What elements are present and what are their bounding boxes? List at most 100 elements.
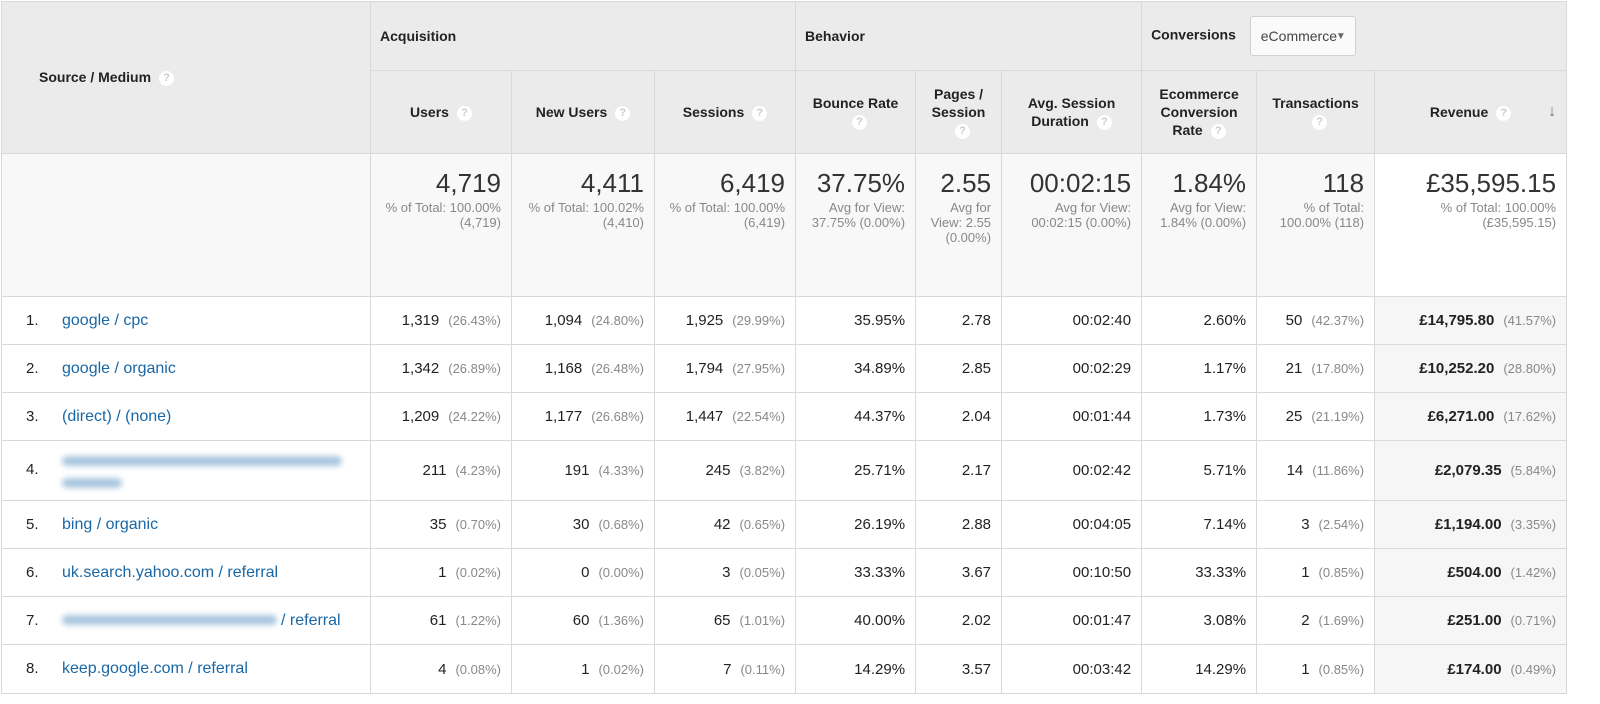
revenue-cell: £174.00 (0.49%) [1374,644,1568,694]
source-medium-label: Source / Medium [39,69,152,86]
column-header-label: Pages / Session [931,86,986,120]
help-icon[interactable]: ? [1210,123,1226,139]
source-link[interactable]: google / cpc [62,311,149,329]
conversion-type-select[interactable]: eCommerce ▼ [1249,16,1356,56]
column-header-pages-session[interactable]: Pages / Session? [915,70,1003,154]
pages-per-session-cell: 2.04 [915,392,1003,441]
new-users-value: 1,177 [544,408,583,425]
users-percent: (0.70%) [455,517,501,532]
help-icon[interactable]: ? [456,105,472,121]
new-users-percent: (1.36%) [598,613,644,628]
sessions-value: 1,925 [685,312,724,329]
table-row: 3. (direct) / (none) 1,209 (24.22%) 1,177 (26… [1,392,1568,441]
column-header-new-users[interactable]: New Users? [511,70,655,154]
users-value: 1 [438,564,447,581]
source-link[interactable]: (direct) / (none) [62,407,172,425]
sort-descending-icon[interactable]: ↓ [1548,103,1557,120]
sessions-cell: 7 (0.11%) [653,644,797,694]
sessions-percent: (22.54%) [732,409,786,424]
bounce-rate-cell: 26.19% [795,500,917,549]
revenue-cell: £504.00 (1.42%) [1374,548,1568,597]
revenue-cell: £6,271.00 (17.62%) [1374,392,1568,441]
column-header-label: Revenue [1429,104,1489,120]
bounce-rate-cell: 14.29% [795,644,917,694]
sessions-value: 245 [705,462,731,479]
help-icon[interactable]: ? [1312,114,1328,130]
column-header-users[interactable]: Users? [370,70,512,154]
users-value: 4 [438,660,447,678]
column-header-bounce-rate[interactable]: Bounce Rate? [795,70,917,154]
revenue-percent: (5.84%) [1510,463,1557,478]
source-cell: 4. [1,440,371,501]
acquisition-group-header: Acquisition [369,1,797,71]
total-value: 1.84% [1172,168,1247,198]
total-comparison: % of Total: 100.00% (£35,595.15) [1440,200,1557,230]
users-value: 61 [429,612,447,629]
users-percent: (26.89%) [448,361,501,376]
total-cell: 37.75% Avg for View: 37.75% (0.00%) [795,153,917,297]
source-link[interactable] [62,452,352,489]
total-cell: 2.55 Avg for View: 2.55 (0.00%) [915,153,1003,297]
column-header-revenue[interactable]: Revenue? ↓ [1374,70,1568,154]
transactions-cell: 1 (0.85%) [1256,644,1376,694]
transactions-value: 25 [1285,408,1303,425]
transactions-cell: 50 (42.37%) [1256,296,1376,345]
transactions-percent: (1.69%) [1318,613,1365,628]
source-link[interactable]: / referral [62,612,341,629]
help-icon[interactable]: ? [615,105,631,121]
sessions-percent: (3.82%) [739,463,786,478]
table-row: 1. google / cpc 1,319 (26.43%) 1,094 (24.80%)… [1,296,1568,345]
row-index: 8. [26,660,39,677]
revenue-percent: (3.35%) [1510,517,1557,532]
revenue-percent: (28.80%) [1503,361,1557,376]
sessions-cell: 1,925 (29.99%) [653,296,797,345]
transactions-value: 14 [1286,462,1304,479]
total-cell: 1.84% Avg for View: 1.84% (0.00%) [1141,153,1258,297]
sessions-value: 1,794 [685,360,724,377]
table-row: 4. 211 (4.23%) 191 (4.33%) 245 (3.82%) 25.71% 2.… [1,440,1568,501]
avg-session-duration-cell: 00:03:42 [1001,644,1143,694]
avg-session-duration-cell: 00:04:05 [1001,500,1143,549]
total-value: 4,411 [580,168,644,198]
users-cell: 211 (4.23%) [370,440,512,501]
sessions-value: 7 [723,660,732,678]
users-cell: 1,342 (26.89%) [370,344,512,393]
transactions-percent: (42.37%) [1311,313,1365,328]
pages-per-session-cell: 2.02 [915,596,1003,645]
source-cell: 7. / referral [1,596,371,645]
source-link[interactable]: uk.search.yahoo.com / referral [62,563,279,581]
sessions-cell: 1,794 (27.95%) [653,344,797,393]
transactions-percent: (2.54%) [1318,517,1365,532]
source-cell: 3. (direct) / (none) [1,392,371,441]
source-medium-header[interactable]: Source / Medium? [1,1,371,154]
source-link[interactable]: bing / organic [62,515,159,533]
column-header-avg-session-duration[interactable]: Avg. Session Duration? [1001,70,1143,154]
source-link[interactable]: google / organic [62,359,176,377]
help-icon[interactable]: ? [1496,105,1512,121]
help-icon[interactable]: ? [752,105,768,121]
pages-per-session-cell: 2.88 [915,500,1003,549]
help-icon[interactable]: ? [159,70,175,86]
column-header-ecommerce-conversion-rate[interactable]: Ecommerce Conversion Rate? [1141,70,1258,154]
users-value: 1,209 [401,408,440,425]
conversion-rate-cell: 1.73% [1141,392,1258,441]
column-header-label: Sessions [682,104,745,120]
source-link[interactable]: keep.google.com / referral [62,660,248,677]
help-icon[interactable]: ? [1096,114,1112,130]
new-users-value: 30 [572,516,590,533]
transactions-percent: (11.86%) [1312,463,1365,478]
new-users-cell: 1,168 (26.48%) [511,344,655,393]
new-users-percent: (0.00%) [598,565,644,580]
totals-label-cell [1,153,371,297]
total-value: 4,719 [435,168,501,198]
transactions-cell: 21 (17.80%) [1256,344,1376,393]
transactions-percent: (17.80%) [1311,361,1365,376]
pages-per-session-cell: 3.57 [915,644,1003,694]
new-users-percent: (26.48%) [591,361,644,376]
column-header-transactions[interactable]: Transactions? [1256,70,1376,154]
new-users-cell: 30 (0.68%) [511,500,655,549]
help-icon[interactable]: ? [852,114,868,130]
help-icon[interactable]: ? [955,123,971,139]
column-header-sessions[interactable]: Sessions? [653,70,797,154]
conversion-select-value: eCommerce [1260,28,1338,44]
